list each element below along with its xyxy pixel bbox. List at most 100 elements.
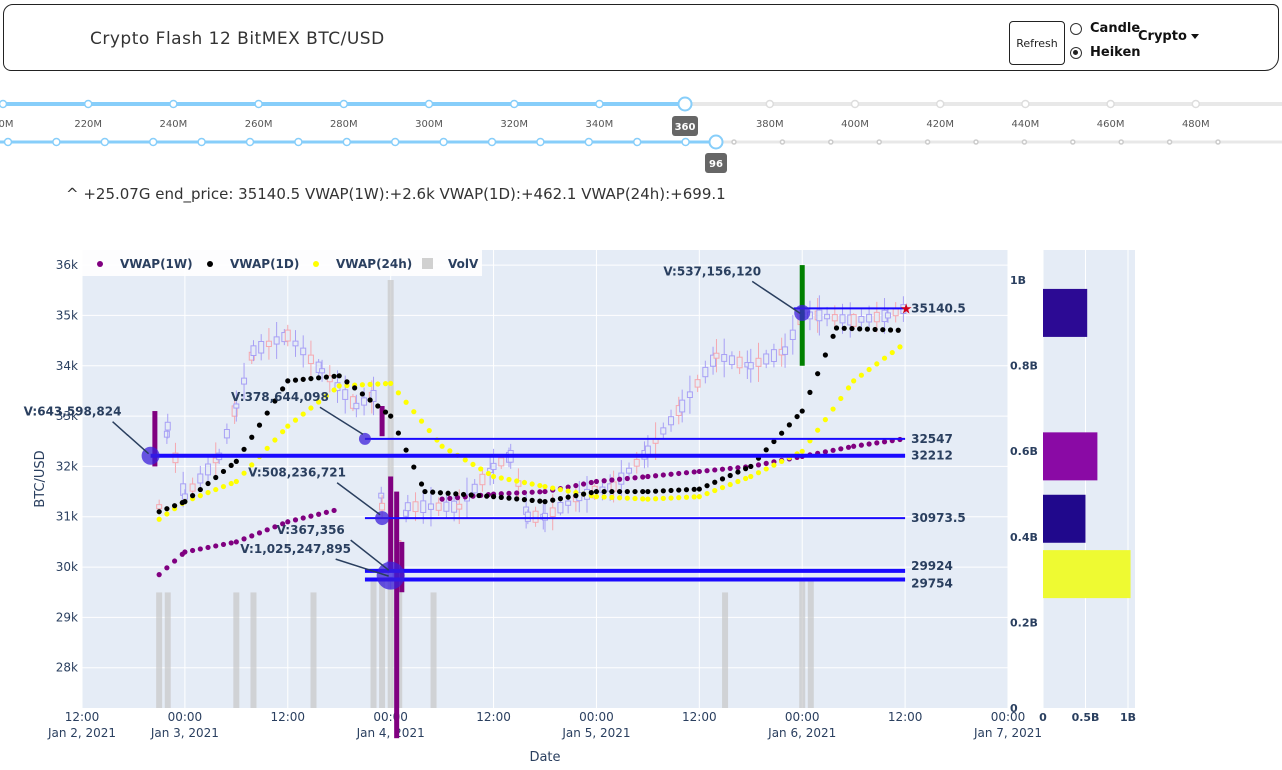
candle-body xyxy=(728,355,735,366)
x-tick-date-label: Jan 7, 2021 xyxy=(973,726,1042,740)
candle-body xyxy=(806,311,813,320)
slider-step-dot xyxy=(828,139,834,145)
y-tick-label: 35k xyxy=(56,308,78,322)
vwap-24h-point xyxy=(851,378,857,384)
vwap-1d-point xyxy=(616,488,623,495)
vwap-1w-point xyxy=(640,474,646,480)
volume-bar xyxy=(807,579,814,708)
vwap-1w-point xyxy=(830,447,836,453)
vwap-1d-point xyxy=(550,497,556,503)
x-tick-label: 12:00 xyxy=(65,710,100,724)
vwap-1d-point xyxy=(830,333,836,339)
radio-circle-icon xyxy=(1070,22,1082,35)
slider-step-dot xyxy=(681,137,690,147)
candle-body xyxy=(816,309,823,322)
volume-slider[interactable]: 0M 220M 240M 260M 280M 300M 320M 340M 380M 400M 42… xyxy=(0,96,1282,137)
vwap-1d-point xyxy=(331,373,337,379)
radio-heiken[interactable]: Heiken xyxy=(1070,45,1141,60)
vwap-1d-point xyxy=(799,408,805,414)
legend-swatch xyxy=(97,261,103,267)
candle-body xyxy=(747,362,754,370)
vwap-1d-point xyxy=(468,492,474,498)
candle-body xyxy=(599,486,606,494)
vwap-1w-point xyxy=(807,452,813,458)
vwap-24h-point xyxy=(213,486,219,493)
candle-body xyxy=(549,507,556,518)
slider-step-dot xyxy=(3,137,13,147)
crypto-dropdown[interactable]: Crypto xyxy=(1138,29,1199,44)
candle-body xyxy=(858,315,865,323)
volume-bar xyxy=(250,592,257,708)
vwap-1w-point xyxy=(156,572,162,578)
radio-candle[interactable]: Candle xyxy=(1070,21,1140,36)
vwap-1w-point xyxy=(478,492,484,498)
vwap-1w-point xyxy=(447,495,453,501)
candle-body xyxy=(315,361,322,373)
vwap-24h-point xyxy=(300,411,306,417)
vwap-24h-point xyxy=(704,490,710,497)
vwap-24h-point xyxy=(838,395,844,402)
vwap-24h-point xyxy=(439,443,445,449)
vwap-1w-point xyxy=(498,491,504,497)
vwap-1d-point xyxy=(323,374,329,380)
candle-body xyxy=(686,391,693,398)
level-marker xyxy=(358,432,371,445)
slider-step-dot xyxy=(100,137,110,147)
candle-body xyxy=(584,488,591,500)
y-tick-label: 30k xyxy=(56,560,78,574)
slider-step-dot xyxy=(487,137,497,147)
vwap-1w-point xyxy=(897,436,903,443)
volume-bar xyxy=(233,592,240,708)
vwap-1w-point xyxy=(786,456,792,462)
vwap-1d-point xyxy=(241,446,247,452)
vwap-1w-point xyxy=(683,470,690,476)
slider-tick-label: 320M xyxy=(500,119,528,130)
legend-label: VWAP(24h) xyxy=(336,257,412,271)
vwap-24h-point xyxy=(897,344,903,350)
vwap-1d-point xyxy=(580,491,587,497)
candle-body xyxy=(490,462,497,470)
vwap-1d-point xyxy=(668,487,674,494)
slider-tick-label: 260M xyxy=(245,119,273,130)
refresh-button[interactable]: Refresh xyxy=(1009,21,1065,65)
price-info-line: ^ +25.07G end_price: 35140.5 VWAP(1W):+2… xyxy=(66,185,726,203)
vwap-1w-point xyxy=(794,454,800,460)
candle-body xyxy=(250,345,257,356)
vwap-1d-point xyxy=(484,493,490,499)
candle-body xyxy=(610,481,617,492)
vwap-1d-point xyxy=(727,472,733,479)
y-tick-label: 36k xyxy=(56,258,78,272)
vwap-24h-point xyxy=(375,381,381,387)
vwap-24h-point xyxy=(352,382,358,388)
candle-body xyxy=(471,483,478,494)
vwap-1d-point xyxy=(696,486,702,492)
x-tick-label: 12:00 xyxy=(270,710,305,724)
legend-background xyxy=(82,250,482,276)
vwap-1w-point xyxy=(668,471,674,477)
volume-tick-label: 0.6B xyxy=(1010,445,1038,458)
x-tick-date-label: Jan 5, 2021 xyxy=(561,726,630,740)
vwap-24h-point xyxy=(316,399,322,405)
candle-body xyxy=(404,502,411,512)
vwap-1w-point xyxy=(779,457,785,463)
candle-body xyxy=(164,421,171,431)
slider-tick-label: 380M xyxy=(756,119,784,130)
vwap-24h-point xyxy=(382,381,389,387)
vwap-1w-point xyxy=(285,519,291,525)
vwap-1w-point xyxy=(454,495,461,501)
vwap-1w-point xyxy=(506,490,512,496)
candle-body xyxy=(281,332,288,343)
slider-step-dot xyxy=(339,99,349,109)
vwap-1d-point xyxy=(344,379,350,385)
candle-body xyxy=(403,509,410,517)
y-tick-label: 34k xyxy=(56,359,78,373)
vwap-24h-point xyxy=(454,452,461,458)
vwap-1d-point xyxy=(460,491,467,498)
vwap-24h-point xyxy=(640,496,646,502)
candle-body xyxy=(233,403,240,409)
candle-body xyxy=(387,566,394,578)
slider-tick-label: 280M xyxy=(330,119,358,130)
period-slider[interactable]: 96 xyxy=(0,134,1282,174)
vwap-1w-point xyxy=(845,444,852,450)
vwap-1d-point xyxy=(453,491,459,497)
